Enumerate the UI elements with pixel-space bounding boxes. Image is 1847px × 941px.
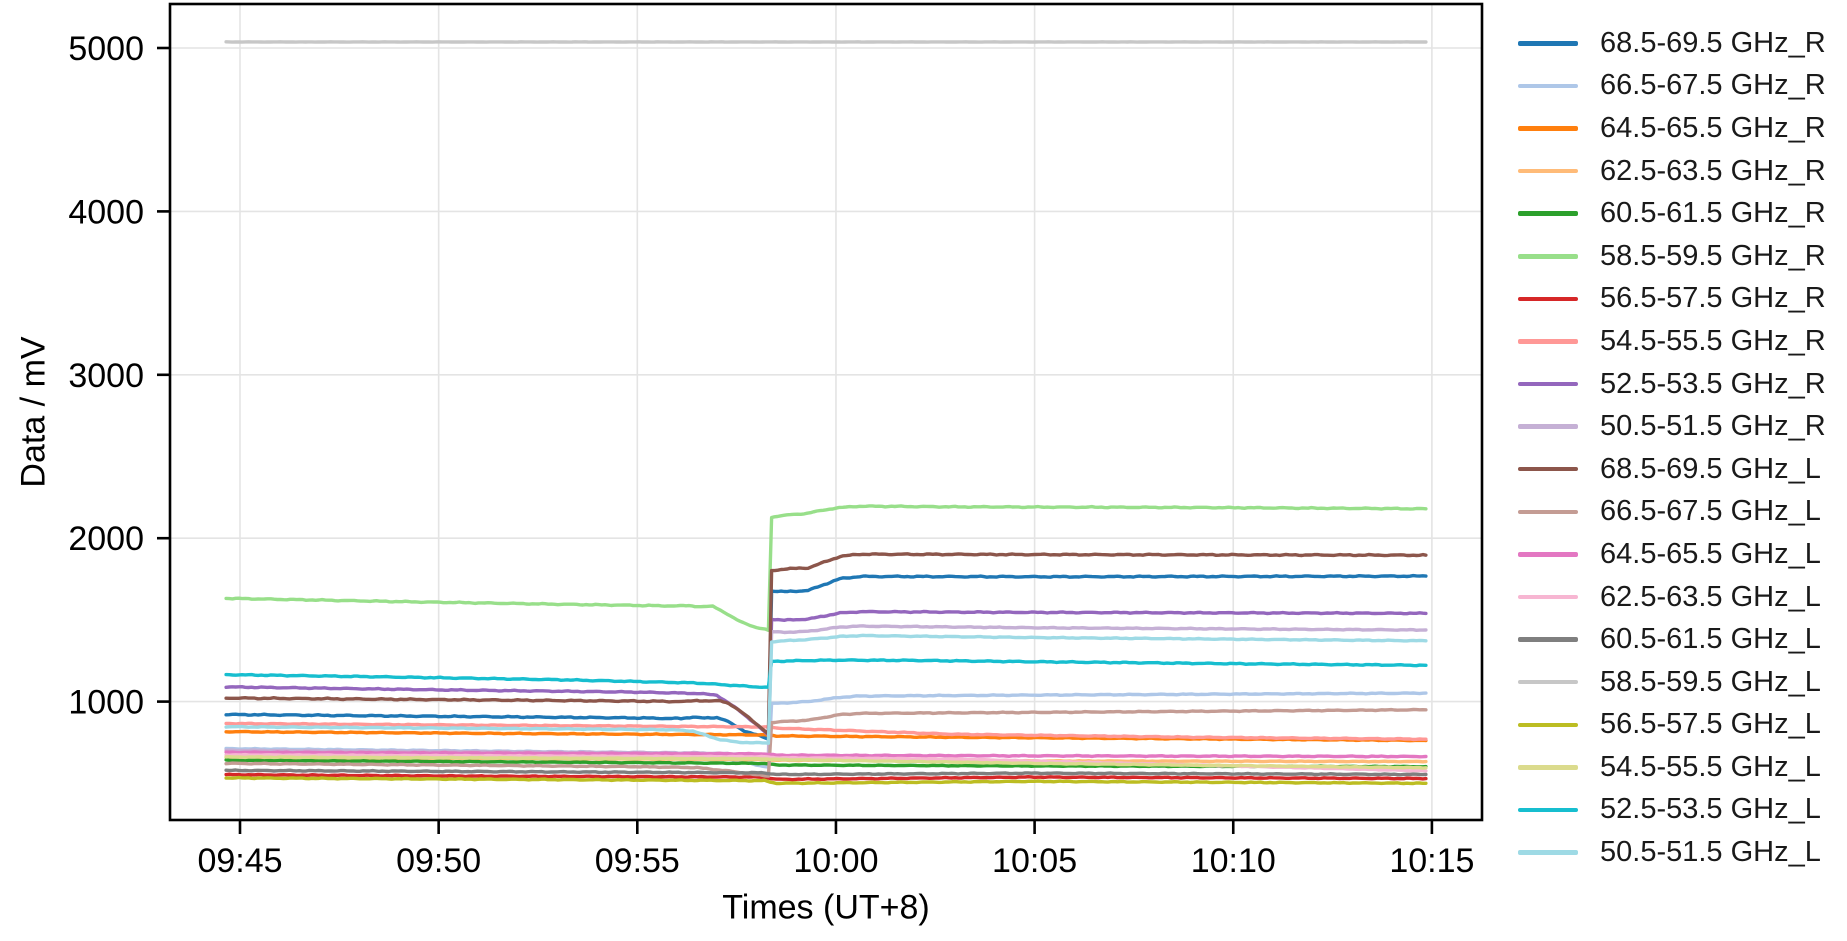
y-axis-title: Data / mV [14,336,53,488]
legend-swatch [1518,381,1578,387]
x-axis-title: Times (UT+8) [722,888,930,927]
legend-swatch [1518,679,1578,685]
legend-swatch [1518,211,1578,216]
series-line-52-5-53-5-GHz-L [224,658,1428,689]
legend-label: 54.5-55.5 GHz_L [1600,750,1821,783]
legend-label: 52.5-53.5 GHz_L [1600,793,1821,826]
legend-item: 62.5-63.5 GHz_L [1518,576,1847,619]
legend-swatch [1518,168,1578,174]
legend-item: 60.5-61.5 GHz_L [1518,618,1847,661]
legend-label: 60.5-61.5 GHz_R [1600,197,1826,230]
legend-swatch [1518,850,1578,855]
legend-swatch [1518,83,1578,89]
legend-item: 56.5-57.5 GHz_L [1518,704,1847,747]
series-line-58-5-59-5-GHz-R [224,504,1428,632]
legend-item: 52.5-53.5 GHz_R [1518,363,1847,406]
legend-label: 66.5-67.5 GHz_L [1600,495,1821,528]
legend-swatch [1518,637,1578,642]
series-line-52-5-53-5-GHz-R [224,609,1428,737]
legend-label: 66.5-67.5 GHz_R [1600,69,1826,102]
series-line-64-5-65-5-GHz-L [224,750,1428,759]
legend-swatch [1518,509,1578,515]
x-tick-label: 09:50 [396,842,481,880]
legend-swatch [1518,722,1578,728]
series-line-66-5-67-5-GHz-L [224,707,1428,778]
legend-item: 54.5-55.5 GHz_L [1518,746,1847,789]
legend-item: 62.5-63.5 GHz_R [1518,150,1847,193]
legend-item: 50.5-51.5 GHz_L [1518,831,1847,874]
y-tick-label: 2000 [68,520,144,558]
legend-label: 58.5-59.5 GHz_R [1600,239,1826,272]
series-line-60-5-61-5-GHz-L [224,768,1428,777]
x-tick-label: 10:15 [1389,842,1474,880]
legend-item: 56.5-57.5 GHz_R [1518,278,1847,321]
legend-item: 52.5-53.5 GHz_L [1518,789,1847,832]
legend-item: 58.5-59.5 GHz_L [1518,661,1847,704]
legend-label: 68.5-69.5 GHz_R [1600,26,1826,59]
legend-label: 60.5-61.5 GHz_L [1600,623,1821,656]
legend-item: 68.5-69.5 GHz_R [1518,22,1847,65]
series-line-54-5-55-5-GHz-R [224,721,1428,742]
legend-label: 64.5-65.5 GHz_R [1600,111,1826,144]
legend-swatch [1518,765,1578,770]
series-line-50-5-51-5-GHz-L [224,633,1428,745]
legend-label: 56.5-57.5 GHz_R [1600,282,1826,315]
legend-label: 54.5-55.5 GHz_R [1600,324,1826,357]
x-tick-label: 09:55 [595,842,680,880]
legend-swatch [1518,594,1578,600]
legend-label: 56.5-57.5 GHz_L [1600,708,1821,741]
series-line-56-5-57-5-GHz-R [224,772,1428,782]
legend-swatch [1518,466,1578,472]
legend-item: 66.5-67.5 GHz_R [1518,65,1847,108]
x-tick-label: 09:45 [197,842,282,880]
legend-swatch [1518,552,1578,557]
legend-item: 50.5-51.5 GHz_R [1518,405,1847,448]
legend-swatch [1518,807,1578,813]
legend-label: 62.5-63.5 GHz_L [1600,580,1821,613]
series-line-68-5-69-5-GHz-L [224,552,1428,736]
legend-swatch [1518,424,1578,429]
legend-label: 52.5-53.5 GHz_R [1600,367,1826,400]
legend-item: 60.5-61.5 GHz_R [1518,192,1847,235]
legend-item: 58.5-59.5 GHz_R [1518,235,1847,278]
legend-swatch [1518,339,1578,344]
legend-label: 50.5-51.5 GHz_R [1600,410,1826,443]
x-tick-label: 10:00 [793,842,878,880]
legend-label: 50.5-51.5 GHz_L [1600,836,1821,869]
series-line-56-5-57-5-GHz-L [224,775,1428,786]
legend-swatch [1518,296,1578,302]
x-tick-label: 10:05 [992,842,1077,880]
plot-frame [168,2,1484,822]
legend: 68.5-69.5 GHz_R 66.5-67.5 GHz_R 64.5-65.5 … [1518,22,1847,874]
series-line-54-5-55-5-GHz-L [224,755,1428,770]
y-tick-label: 1000 [68,684,144,722]
legend-label: 68.5-69.5 GHz_L [1600,452,1821,485]
legend-label: 62.5-63.5 GHz_R [1600,154,1826,187]
legend-swatch [1518,254,1578,259]
x-tick-label: 10:10 [1191,842,1276,880]
legend-item: 68.5-69.5 GHz_L [1518,448,1847,491]
legend-label: 58.5-59.5 GHz_L [1600,665,1821,698]
y-tick-label: 4000 [68,193,144,231]
legend-item: 66.5-67.5 GHz_L [1518,491,1847,534]
series-line-68-5-69-5-GHz-R [224,573,1428,741]
legend-item: 64.5-65.5 GHz_R [1518,107,1847,150]
y-tick-label: 5000 [68,30,144,68]
legend-item: 64.5-65.5 GHz_L [1518,533,1847,576]
legend-swatch [1518,41,1578,46]
legend-label: 64.5-65.5 GHz_L [1600,537,1821,570]
y-tick-label: 3000 [68,357,144,395]
legend-swatch [1518,126,1578,131]
legend-item: 54.5-55.5 GHz_R [1518,320,1847,363]
